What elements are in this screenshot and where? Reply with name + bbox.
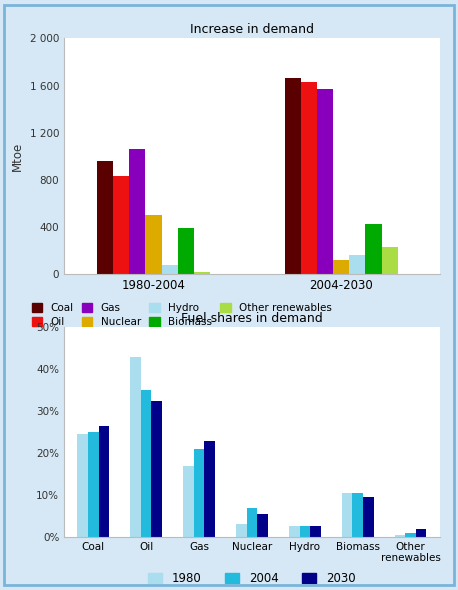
Bar (285, 78, 301, 274)
Bar (194, 449, 204, 537)
Bar (257, 514, 268, 537)
Bar (317, 89, 333, 274)
Bar (77, 434, 88, 537)
Title: Increase in demand: Increase in demand (190, 23, 314, 36)
Bar (88, 432, 98, 537)
Bar (363, 497, 374, 537)
Bar (97, 161, 113, 274)
Bar (204, 441, 215, 537)
Bar (246, 507, 257, 537)
Bar (333, 260, 349, 274)
Bar (365, 224, 382, 274)
Bar (289, 526, 300, 537)
Legend: 1980, 2004, 2030: 1980, 2004, 2030 (148, 572, 355, 585)
Bar (301, 82, 317, 274)
Bar (352, 493, 363, 537)
Bar (395, 535, 405, 537)
Title: Fuel shares in demand: Fuel shares in demand (181, 312, 323, 325)
Y-axis label: Mtoe: Mtoe (11, 142, 24, 171)
Bar (342, 493, 352, 537)
Bar (130, 149, 146, 274)
Bar (178, 228, 194, 274)
Bar (152, 401, 162, 537)
Bar (236, 525, 246, 537)
Bar (146, 215, 162, 274)
Legend: Coal, Oil, Gas, Nuclear, Hydro, Biomass, Other renewables: Coal, Oil, Gas, Nuclear, Hydro, Biomass,… (32, 303, 332, 327)
Bar (416, 529, 426, 537)
Bar (405, 533, 416, 537)
Bar (113, 176, 130, 274)
Bar (300, 526, 310, 537)
Bar (349, 255, 365, 274)
Bar (141, 391, 152, 537)
Bar (382, 247, 398, 274)
Bar (183, 466, 194, 537)
Bar (310, 526, 321, 537)
Bar (130, 357, 141, 537)
Bar (162, 265, 178, 274)
Bar (194, 272, 210, 274)
Bar (98, 426, 109, 537)
